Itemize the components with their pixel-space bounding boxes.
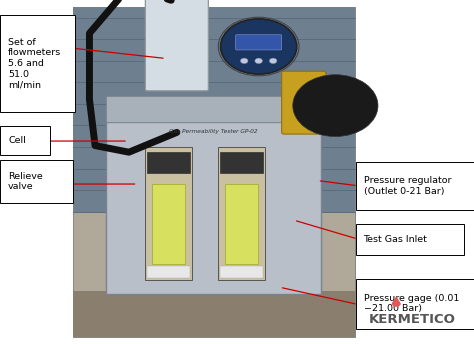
FancyBboxPatch shape <box>0 126 50 155</box>
Circle shape <box>269 58 277 64</box>
Bar <box>73 7 355 212</box>
Text: Test Gas Inlet: Test Gas Inlet <box>364 235 428 244</box>
FancyBboxPatch shape <box>356 279 474 329</box>
Bar <box>147 152 190 173</box>
Text: Relieve
valve: Relieve valve <box>8 172 43 191</box>
Bar <box>73 7 355 337</box>
Text: Gas Permeability Tester GP-02: Gas Permeability Tester GP-02 <box>169 129 258 135</box>
Bar <box>220 266 263 278</box>
FancyBboxPatch shape <box>145 147 192 280</box>
FancyBboxPatch shape <box>236 35 282 50</box>
Circle shape <box>240 58 248 64</box>
Text: KERMETICO: KERMETICO <box>369 313 456 326</box>
FancyBboxPatch shape <box>106 122 321 294</box>
FancyBboxPatch shape <box>356 224 464 255</box>
Circle shape <box>255 58 263 64</box>
Text: Set of
flowmeters
5.6 and
51.0
ml/min: Set of flowmeters 5.6 and 51.0 ml/min <box>8 37 61 90</box>
FancyBboxPatch shape <box>0 160 73 203</box>
FancyBboxPatch shape <box>282 71 326 134</box>
FancyBboxPatch shape <box>218 147 265 280</box>
Polygon shape <box>392 296 401 304</box>
FancyBboxPatch shape <box>146 0 209 91</box>
Bar <box>106 96 321 122</box>
Bar <box>220 152 263 173</box>
Bar <box>225 184 258 265</box>
Circle shape <box>293 75 378 137</box>
Circle shape <box>220 19 297 74</box>
FancyBboxPatch shape <box>0 15 75 112</box>
Text: Pressure gage (0.01
−21.00 Bar): Pressure gage (0.01 −21.00 Bar) <box>364 294 459 313</box>
Circle shape <box>392 301 401 307</box>
Bar <box>73 291 355 337</box>
Bar <box>147 266 190 278</box>
Text: Pressure regulator
(Outlet 0-21 Bar): Pressure regulator (Outlet 0-21 Bar) <box>364 176 451 196</box>
Bar <box>152 184 185 265</box>
FancyBboxPatch shape <box>356 162 474 210</box>
Text: Cell: Cell <box>8 136 26 145</box>
